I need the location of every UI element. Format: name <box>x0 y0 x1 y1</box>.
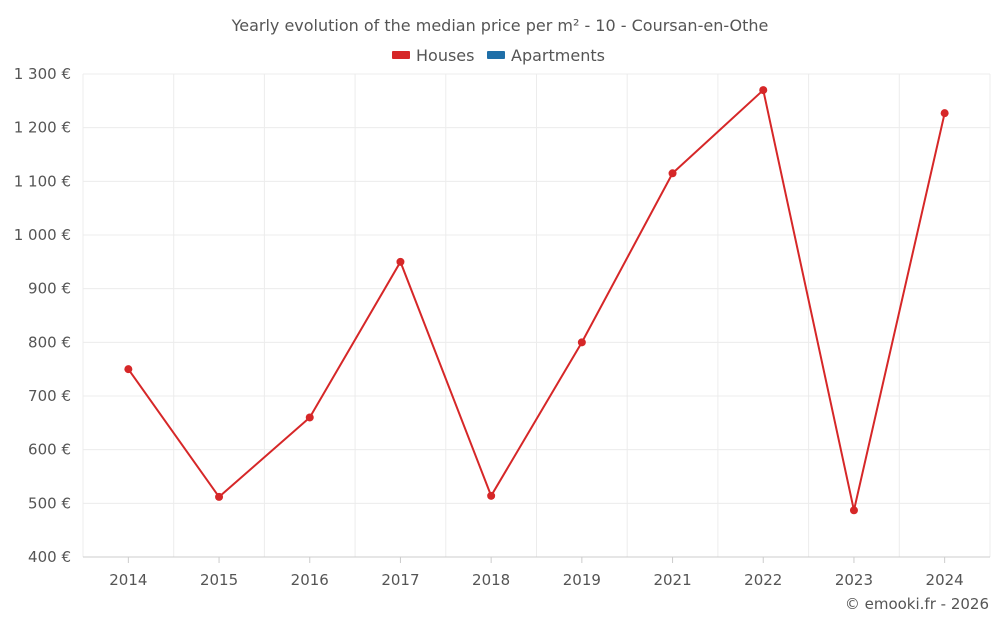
data-point-houses[interactable] <box>759 86 768 95</box>
x-tick-label: 2023 <box>835 571 873 589</box>
data-point-houses[interactable] <box>577 338 586 347</box>
data-point-houses[interactable] <box>668 169 677 178</box>
data-point-houses[interactable] <box>124 365 133 374</box>
y-tick-label: 1 100 € <box>14 172 71 190</box>
data-point-houses[interactable] <box>215 492 224 501</box>
y-tick-label: 1 300 € <box>14 65 71 83</box>
y-tick-label: 1 200 € <box>14 119 71 137</box>
series-line-houses[interactable] <box>127 88 946 511</box>
y-tick-label: 700 € <box>28 387 71 405</box>
data-point-houses[interactable] <box>940 109 949 118</box>
y-tick-label: 400 € <box>28 548 71 566</box>
chart-title: Yearly evolution of the median price per… <box>231 16 769 35</box>
x-tick-label: 2015 <box>200 571 238 589</box>
data-point-houses[interactable] <box>396 257 405 266</box>
x-tick-label: 2021 <box>653 571 691 589</box>
x-tick-label: 2022 <box>744 571 782 589</box>
x-tick-label: 2014 <box>109 571 147 589</box>
chart-legend: Houses Apartments <box>392 46 605 65</box>
legend-swatch-houses <box>392 51 410 59</box>
legend-label-houses[interactable]: Houses <box>416 46 474 65</box>
x-tick-label: 2018 <box>472 571 510 589</box>
y-tick-label: 900 € <box>28 280 71 298</box>
x-tick-label: 2017 <box>381 571 419 589</box>
data-point-houses[interactable] <box>305 413 314 422</box>
legend-swatch-apartments <box>487 51 505 59</box>
y-tick-label: 800 € <box>28 333 71 351</box>
x-tick-label: 2019 <box>563 571 601 589</box>
y-axis: 400 € 500 € 600 € 700 € 800 € 900 € 1 000 € 1 1… <box>14 65 71 566</box>
series <box>124 86 949 515</box>
x-axis: 2014 2015 2016 2017 2018 2019 2021 2022 2023 2024 <box>83 556 990 589</box>
credit-text: © emooki.fr - 2026 <box>845 595 989 613</box>
data-point-houses[interactable] <box>487 491 496 500</box>
y-tick-label: 1 000 € <box>14 226 71 244</box>
legend-label-apartments[interactable]: Apartments <box>511 46 605 65</box>
x-tick-label: 2016 <box>291 571 329 589</box>
y-tick-label: 600 € <box>28 441 71 459</box>
data-point-houses[interactable] <box>849 506 858 515</box>
y-tick-label: 500 € <box>28 494 71 512</box>
x-tick-label: 2024 <box>926 571 964 589</box>
grid <box>82 73 991 557</box>
